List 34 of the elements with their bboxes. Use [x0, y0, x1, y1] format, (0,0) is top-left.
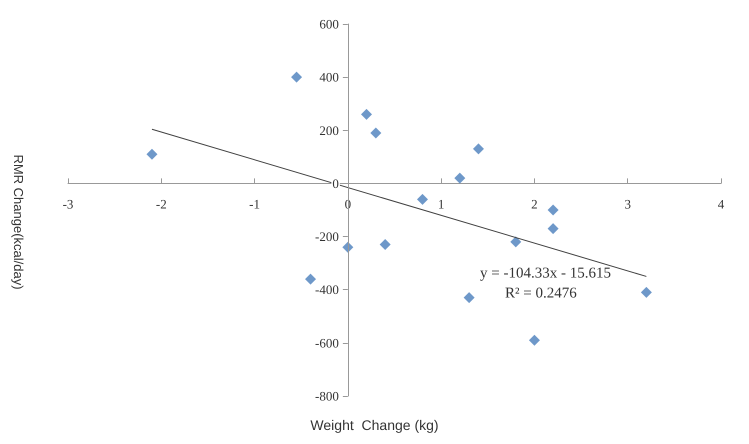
y-tick-label: -800: [315, 388, 339, 404]
annotation: R² = 0.2476: [505, 286, 578, 302]
x-tick-label: 1: [438, 196, 444, 212]
x-tick-label: -3: [62, 196, 74, 212]
point: [291, 72, 302, 83]
point: [454, 172, 466, 184]
annotation: y = -104.33x - 15.615: [480, 266, 611, 282]
y-tick-label: 600: [319, 16, 339, 32]
y-tick-label: -400: [315, 282, 339, 298]
y-tick-label: 200: [319, 122, 339, 138]
point: [510, 236, 522, 248]
x-tick-label: 3: [624, 196, 631, 212]
point: [548, 204, 559, 216]
point: [146, 148, 158, 160]
y-tick-label: 0: [332, 176, 339, 191]
point: [416, 194, 428, 205]
point: [528, 334, 540, 346]
x-axis-title: Weight Change (kg): [310, 417, 439, 433]
x-tick-label: -2: [156, 196, 167, 212]
y-tick-label: -200: [315, 229, 339, 244]
y-axis-title: RMR Change(kcal/day): [11, 154, 26, 290]
x-tick-label: 2: [531, 196, 538, 212]
y-tick-label: -600: [315, 335, 339, 350]
point: [472, 143, 484, 154]
point: [548, 223, 559, 234]
x-tick-label: 4: [718, 196, 725, 212]
x-tick-label: -1: [249, 196, 260, 212]
point: [464, 292, 475, 304]
point: [380, 239, 391, 250]
point: [361, 108, 372, 120]
point: [640, 286, 652, 298]
point: [305, 274, 316, 285]
y-tick-label: 400: [319, 70, 339, 85]
point: [370, 127, 382, 138]
